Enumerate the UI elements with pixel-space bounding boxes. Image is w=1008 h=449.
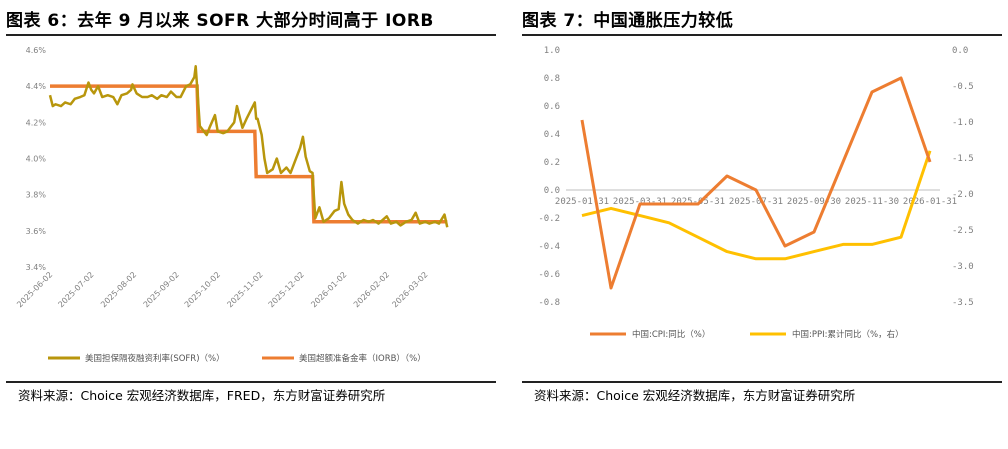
y-tick-label: 4.4% <box>26 82 47 91</box>
series-line-ppi <box>581 150 932 261</box>
legend-label-ppi: 中国:PPI:累计同比（%，右） <box>792 329 904 340</box>
y-tick-label: 4.0% <box>26 155 47 164</box>
y-tick-label: -0.2 <box>538 214 560 224</box>
y2-tick-label: -2.0 <box>952 190 974 200</box>
x-tick-label: 2025-12-02 <box>267 270 306 309</box>
figure-7-title-rule <box>522 34 1002 36</box>
figure-7-title: 图表 7：中国通胀压力较低 <box>522 11 734 31</box>
x-tick-label: 2025-10-02 <box>183 270 222 309</box>
y-tick-label: 1.0 <box>544 46 560 56</box>
y2-tick-label: -3.0 <box>952 262 974 272</box>
y2-tick-label: -2.5 <box>952 226 974 236</box>
figure-6-panel: 图表 6：去年 9 月以来 SOFR 大部分时间高于 IORB 4.6% 4.4%… <box>0 0 500 449</box>
figure-6-source-rule <box>6 381 496 383</box>
y-tick-label: 3.8% <box>26 191 47 200</box>
y-tick-label: 0.2 <box>544 158 560 168</box>
y-tick-label: -0.8 <box>538 298 560 308</box>
y-tick-label: 4.2% <box>26 118 47 127</box>
y2-tick-label: -3.5 <box>952 298 974 308</box>
figure-6-chart: 4.6%4.4%4.2%4.0%3.8%3.6%3.4% 2025-06-02 2… <box>15 46 449 364</box>
series-line-iorb <box>50 84 448 224</box>
x-tick-label: 2025-11-30 <box>845 197 899 207</box>
x-tick-label: 2026-03-02 <box>390 270 429 309</box>
legend-label-cpi: 中国:CPI:同比（%） <box>632 329 710 340</box>
figure-7-chart: 1.0 0.8 0.6 0.4 0.2 0.0 -0.2 -0.4 -0.6 -0.8 0.0 -0… <box>538 46 974 340</box>
series-line-sofr <box>48 65 449 228</box>
x-tick-label: 2025-09-30 <box>787 197 841 207</box>
y2-tick-label: -0.5 <box>952 82 974 92</box>
y-tick-label: -0.6 <box>538 270 560 280</box>
figure-7-source-note: 资料来源：Choice 宏观经济数据库，东方财富证券研究所 <box>534 388 856 403</box>
figure-6-title: 图表 6：去年 9 月以来 SOFR 大部分时间高于 IORB <box>6 11 434 31</box>
x-tick-label: 2026-01-31 <box>903 197 957 207</box>
x-tick-label: 2025-07-02 <box>56 270 95 309</box>
series-line-cpi <box>580 76 932 290</box>
x-tick-label: 2025-11-02 <box>225 270 264 309</box>
x-tick-label: 2025-08-02 <box>99 270 138 309</box>
y-tick-label: 0.4 <box>544 130 560 140</box>
y-tick-label: 0.8 <box>544 74 560 84</box>
x-tick-label: 2025-03-31 <box>613 197 667 207</box>
legend-label-iorb: 美国超额准备金率（IORB）（%） <box>299 353 426 364</box>
y-tick-label: 3.4% <box>26 263 47 272</box>
y2-tick-label: -1.5 <box>952 154 974 164</box>
figure-6-source-note: 资料来源：Choice 宏观经济数据库，FRED，东方财富证券研究所 <box>18 388 386 403</box>
figure-6-title-rule <box>6 34 496 36</box>
x-tick-label: 2026-02-02 <box>352 270 391 309</box>
x-tick-label: 2025-01-31 <box>555 197 609 207</box>
x-tick-label: 2026-01-02 <box>309 270 348 309</box>
y-tick-label: 3.6% <box>26 227 47 236</box>
figure-7-panel: 图表 7：中国通胀压力较低 1.0 0.8 0.6 0.4 0.2 0.0 -0.2 -0.4… <box>510 0 1008 449</box>
y2-tick-label: 0.0 <box>952 46 968 56</box>
y-tick-label: 0.6 <box>544 102 560 112</box>
y2-tick-label: -1.0 <box>952 118 974 128</box>
y-tick-label: 4.6% <box>26 46 47 55</box>
x-tick-label: 2025-09-02 <box>142 270 181 309</box>
x-tick-label: 2025-06-02 <box>15 270 54 309</box>
y-tick-label: -0.4 <box>538 242 560 252</box>
figure-7-source-rule <box>522 381 1002 383</box>
legend-label-sofr: 美国担保隔夜融资利率(SOFR)（%） <box>85 353 225 364</box>
y-tick-label: 0.0 <box>544 186 560 196</box>
x-tick-label: 2025-07-31 <box>729 197 783 207</box>
